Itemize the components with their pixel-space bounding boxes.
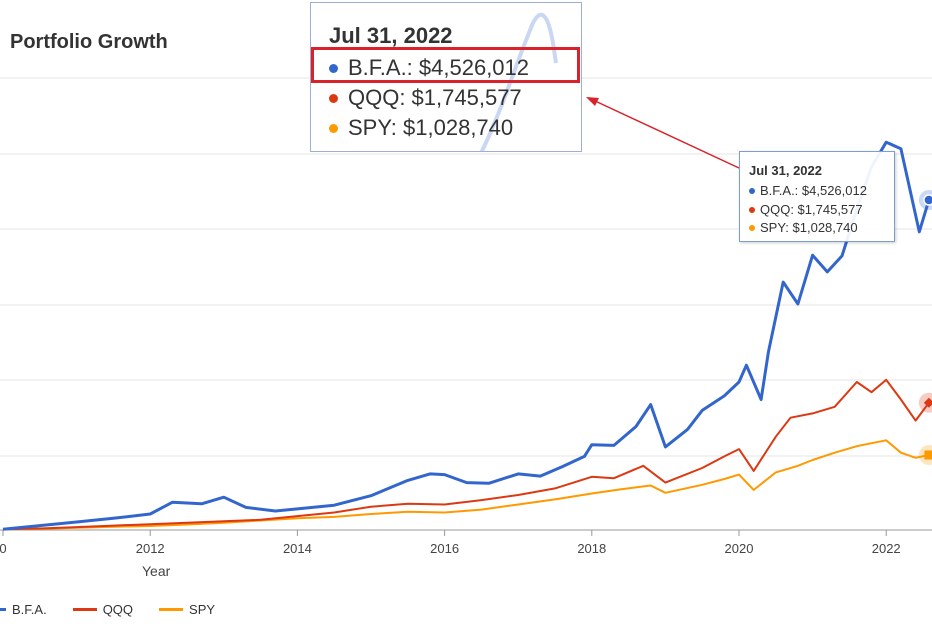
x-tick-label: 0 [0,541,7,556]
zoom-tooltip-date: Jul 31, 2022 [329,23,453,48]
tooltip-label-bfa: B.F.A.: $4,526,012 [760,183,867,198]
zoom-tooltip-label-spy: SPY: $1,028,740 [348,115,514,140]
chart-tooltip: Jul 31, 2022 B.F.A.: $4,526,012 QQQ: $1,… [739,151,895,242]
legend-swatch-qqq [72,608,97,611]
zoom-tooltip-label-bfa: B.F.A.: $4,526,012 [348,55,530,80]
x-tick-label: 2016 [430,541,459,556]
orange-dot-icon [329,123,338,133]
tooltip-date: Jul 31, 2022 [749,163,822,178]
legend-swatch-spy [159,608,184,611]
x-axis-title: Year [142,563,171,579]
zoom-tooltip-row-qqq: QQQ: $1,745,577 [329,85,522,111]
legend: B.F.A. QQQ SPY [0,602,241,617]
zoomed-tooltip: Jul 31, 2022 B.F.A.: $4,526,012 QQQ: $1,… [310,2,582,152]
red-dot-icon [749,206,755,213]
legend-item-spy[interactable]: SPY [159,602,215,617]
zoom-background-line [479,12,558,151]
legend-item-qqq[interactable]: QQQ [72,602,134,617]
zoom-tooltip-label-qqq: QQQ: $1,745,577 [348,85,522,110]
callout-arrowhead [586,97,599,106]
x-tick-label: 2018 [577,541,606,556]
blue-dot-icon [749,187,755,194]
series-line-spy [2,439,930,531]
x-tick-label: 2012 [136,541,165,556]
blue-dot-icon [329,63,338,73]
callout-arrow [592,99,740,169]
tooltip-row-bfa: B.F.A.: $4,526,012 [749,183,867,198]
legend-label-bfa: B.F.A. [12,602,47,617]
tooltip-label-qqq: QQQ: $1,745,577 [760,202,863,217]
x-tick-label: 2020 [725,541,754,556]
tooltip-label-spy: SPY: $1,028,740 [760,220,858,235]
series-line-qqq [2,378,930,531]
x-tick-label: 2014 [283,541,312,556]
legend-label-qqq: QQQ [102,602,134,617]
tooltip-row-qqq: QQQ: $1,745,577 [749,202,863,217]
legend-item-bfa[interactable]: B.F.A. [0,602,47,617]
marker-point-qqq[interactable] [923,397,932,408]
red-dot-icon [329,93,338,103]
zoom-tooltip-row-spy: SPY: $1,028,740 [329,115,513,141]
highlight-box [311,47,580,83]
orange-dot-icon [749,224,755,231]
chart-title: Portfolio Growth [10,31,168,53]
marker-point-spy[interactable] [924,450,932,460]
tooltip-row-spy: SPY: $1,028,740 [749,220,858,235]
x-tick-label: 2022 [872,541,901,556]
legend-swatch-bfa [0,608,6,611]
legend-label-spy: SPY [189,602,216,617]
series-line-bfa [2,140,931,531]
zoom-tooltip-row-bfa: B.F.A.: $4,526,012 [329,55,529,81]
marker-point-bfa[interactable] [923,194,932,206]
